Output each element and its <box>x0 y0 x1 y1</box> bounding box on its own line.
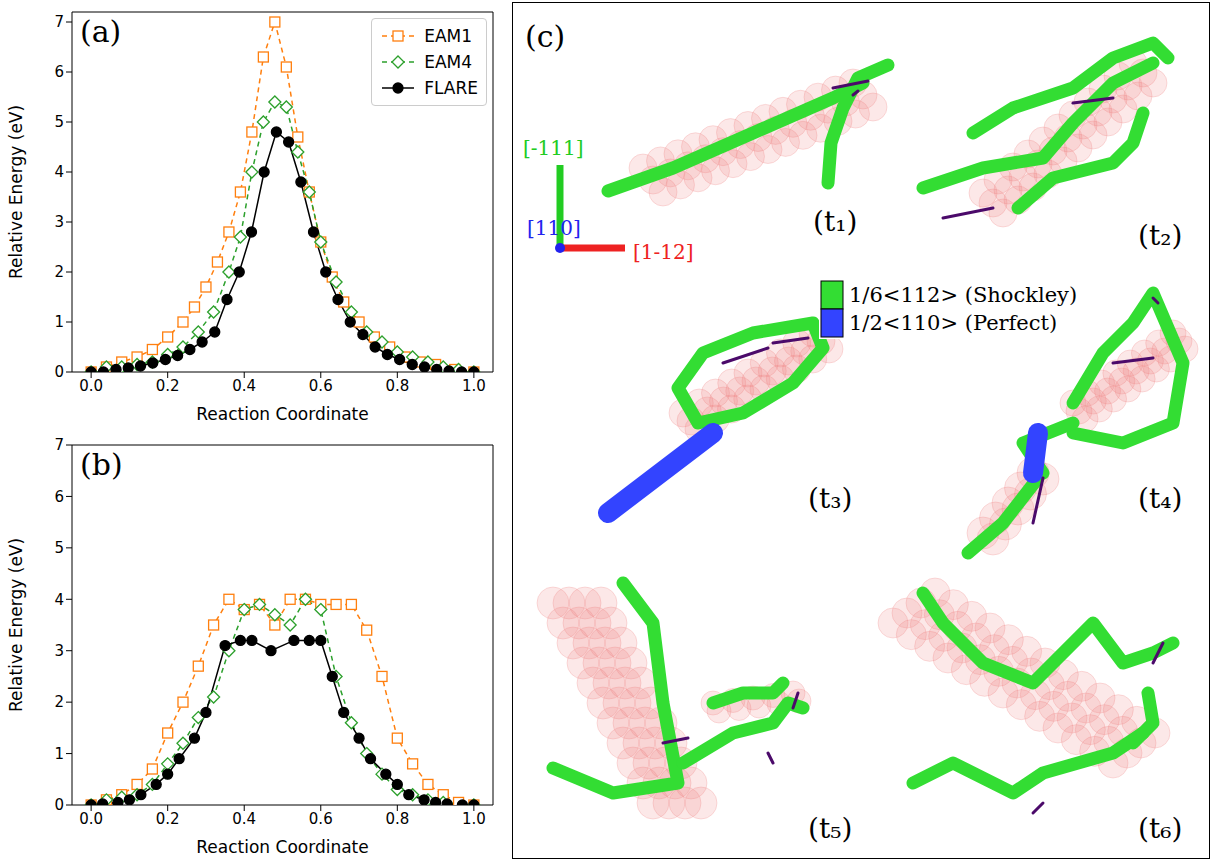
svg-text:4: 4 <box>54 591 64 609</box>
svg-text:6: 6 <box>54 63 64 81</box>
html-text:(b): (b) <box>80 447 123 482</box>
svg-text:1.0: 1.0 <box>462 377 486 395</box>
svg-text:(t₅): (t₅) <box>808 812 852 845</box>
svg-text:Relative Energy (eV): Relative Energy (eV) <box>6 105 26 279</box>
svg-text:0.2: 0.2 <box>156 377 180 395</box>
svg-text:[110]: [110] <box>527 216 581 240</box>
svg-text:0.0: 0.0 <box>79 810 103 828</box>
html-text:EAM1: EAM1 <box>424 26 472 46</box>
svg-text:3: 3 <box>54 213 64 231</box>
svg-text:(c): (c) <box>525 19 565 54</box>
svg-text:4: 4 <box>54 163 64 181</box>
svg-text:0.0: 0.0 <box>79 377 103 395</box>
svg-text:6: 6 <box>54 488 64 506</box>
svg-text:0.8: 0.8 <box>385 377 409 395</box>
svg-text:1: 1 <box>54 745 64 763</box>
svg-text:Reaction Coordinate: Reaction Coordinate <box>196 837 368 857</box>
svg-text:1/2<110> (Perfect): 1/2<110> (Perfect) <box>849 311 1057 335</box>
svg-text:1: 1 <box>54 313 64 331</box>
svg-text:0.2: 0.2 <box>156 810 180 828</box>
svg-text:0.4: 0.4 <box>232 377 256 395</box>
svg-text:1.0: 1.0 <box>462 810 486 828</box>
svg-text:3: 3 <box>54 642 64 660</box>
svg-text:7: 7 <box>54 436 64 454</box>
svg-text:(t₄): (t₄) <box>1138 482 1182 515</box>
html-text:EAM4: EAM4 <box>424 52 472 72</box>
svg-text:0: 0 <box>54 796 64 814</box>
svg-text:(t₆): (t₆) <box>1138 812 1182 845</box>
html-text:FLARE: FLARE <box>424 78 478 98</box>
svg-text:0.8: 0.8 <box>385 810 409 828</box>
svg-text:Relative Energy (eV): Relative Energy (eV) <box>6 538 26 712</box>
svg-text:2: 2 <box>54 693 64 711</box>
svg-text:0.6: 0.6 <box>309 377 333 395</box>
svg-text:(t₂): (t₂) <box>1138 219 1182 252</box>
svg-text:(t₃): (t₃) <box>808 482 852 515</box>
svg-text:2: 2 <box>54 263 64 281</box>
svg-text:Reaction Coordinate: Reaction Coordinate <box>196 404 368 424</box>
svg-text:(t₁): (t₁) <box>813 205 857 238</box>
html-text:(a): (a) <box>80 14 122 49</box>
svg-text:1/6<112> (Shockley): 1/6<112> (Shockley) <box>849 283 1077 307</box>
svg-text:7: 7 <box>54 13 64 31</box>
svg-text:0: 0 <box>54 363 64 381</box>
svg-text:5: 5 <box>54 113 64 131</box>
svg-text:0.4: 0.4 <box>232 810 256 828</box>
svg-text:0.6: 0.6 <box>309 810 333 828</box>
svg-text:[-111]: [-111] <box>523 136 584 160</box>
svg-text:[1-12]: [1-12] <box>633 240 694 264</box>
svg-text:5: 5 <box>54 539 64 557</box>
